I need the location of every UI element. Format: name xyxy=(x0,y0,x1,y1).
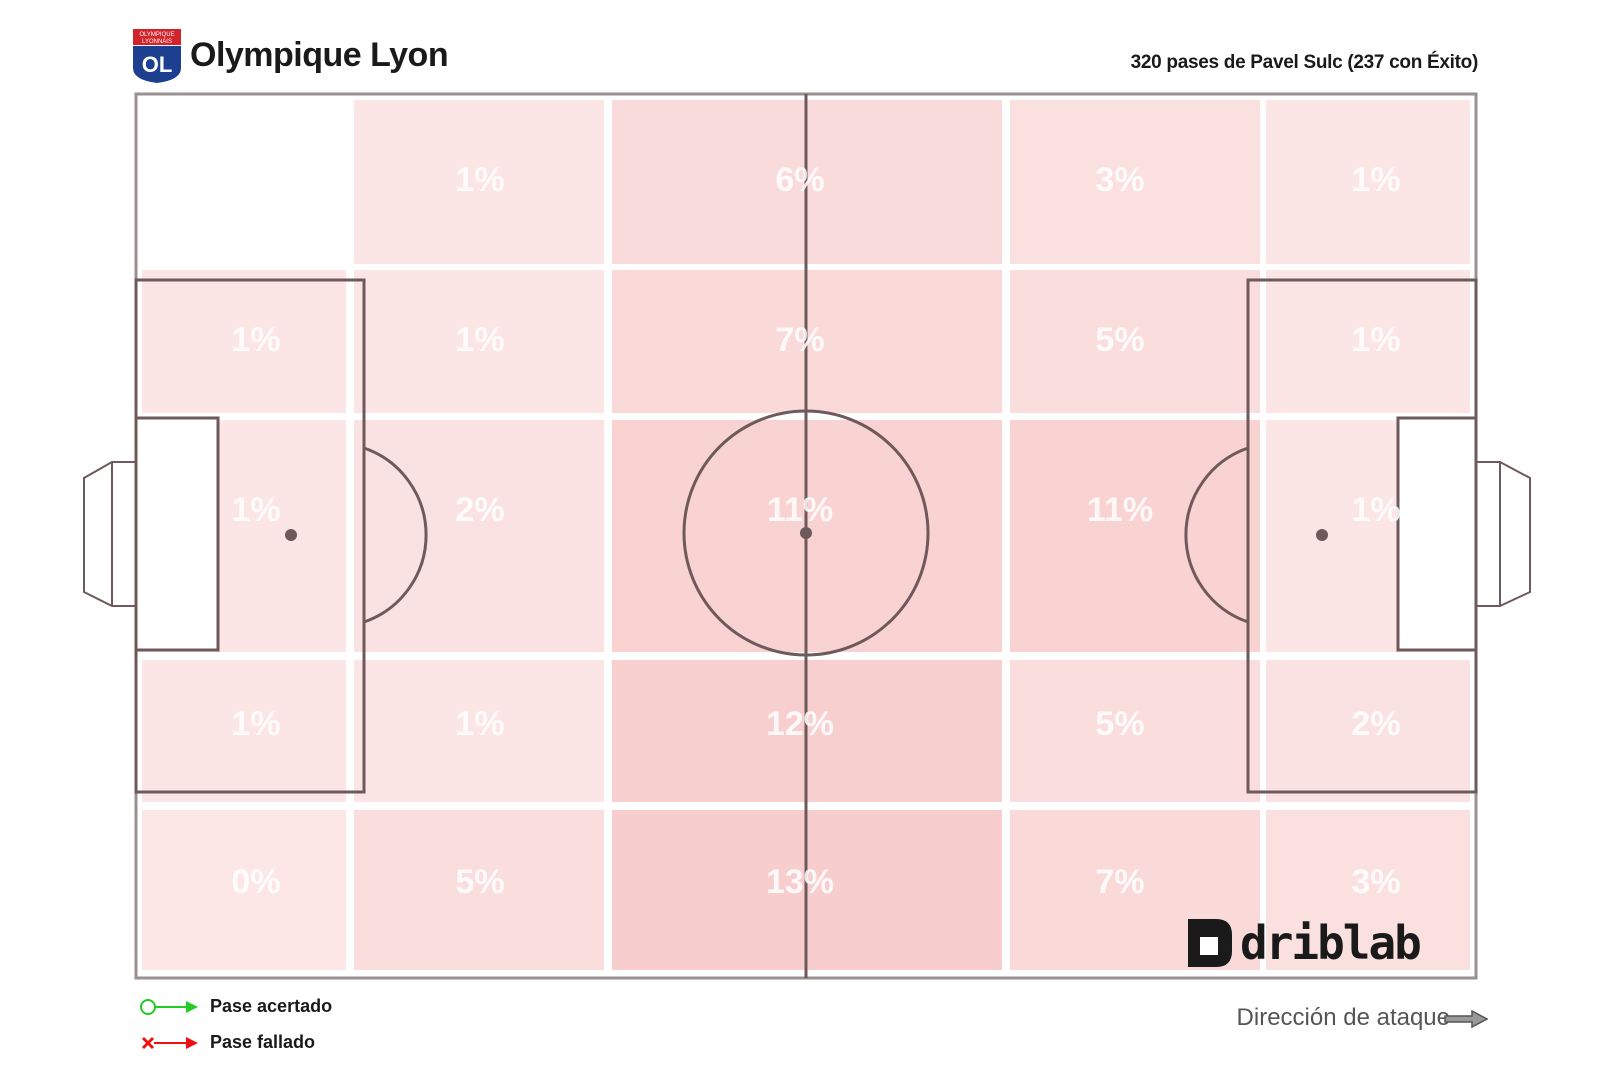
heatmap-cell xyxy=(142,810,346,970)
heatmap-label: 2% xyxy=(1351,705,1400,743)
heatmap-cell xyxy=(1010,270,1260,413)
heatmap-labels: 1% 6% 3% 1% 1% 1% 7% 5% 1% 1% 2% 11% 11% 1% 1% 1% 12% 5% 2… xyxy=(231,161,1400,901)
legend-fail: Pase fallado xyxy=(138,1032,315,1053)
heatmap-label: 13% xyxy=(766,863,834,901)
heatmap-cell xyxy=(1266,660,1470,802)
heatmap-label: 2% xyxy=(455,491,504,529)
heatmap-label: 7% xyxy=(1095,863,1144,901)
heatmap-label: 11% xyxy=(1087,491,1153,529)
right-goal-box xyxy=(1396,416,1478,652)
heatmap-label: 12% xyxy=(766,705,834,743)
right-penalty-spot xyxy=(1316,529,1328,541)
attack-direction-arrow-icon xyxy=(1444,1010,1488,1028)
left-goal-box xyxy=(134,416,220,652)
brand-name: driblab xyxy=(1240,916,1422,970)
badge-text-bottom: LYONNAIS xyxy=(142,39,172,45)
heatmap-cell xyxy=(1010,100,1260,264)
heatmap-cell xyxy=(142,660,346,802)
heatmap-cell xyxy=(1010,660,1260,802)
badge-letters: OL xyxy=(142,52,173,77)
heatmap-cell xyxy=(1266,810,1470,970)
heatmap-cell xyxy=(1266,270,1470,413)
heatmap-cell xyxy=(1266,100,1470,264)
success-arrow-icon xyxy=(140,998,198,1015)
heatmap-label: 7% xyxy=(775,321,824,359)
center-circle xyxy=(682,409,930,657)
heatmap-cell xyxy=(354,810,604,970)
heatmap-label: 0% xyxy=(231,863,280,901)
heatmap-label: 6% xyxy=(775,161,824,199)
heatmap-label: 1% xyxy=(1351,161,1400,199)
brand-icon xyxy=(1188,919,1232,967)
team-name: Olympique Lyon xyxy=(190,36,449,74)
brand-logo: driblab xyxy=(1186,916,1422,970)
badge-text-top: OLYMPIQUE xyxy=(139,32,174,38)
heatmap-label: 1% xyxy=(455,161,504,199)
legend-fail-label: Pase fallado xyxy=(210,1032,316,1052)
legend-success-label: Pase acertado xyxy=(210,996,333,1016)
heatmap-label: 1% xyxy=(231,321,280,359)
left-penalty-arc xyxy=(363,446,428,624)
left-penalty-spot xyxy=(285,529,297,541)
heatmap-label: 1% xyxy=(1351,491,1400,529)
heatmap-cell xyxy=(1010,420,1260,652)
heatmap-label: 1% xyxy=(231,491,280,529)
heatmap-cell xyxy=(142,270,346,413)
left-goal xyxy=(83,461,136,607)
right-penalty-arc xyxy=(1184,446,1249,624)
heatmap-label: 1% xyxy=(231,705,280,743)
heatmap-label: 5% xyxy=(1095,705,1144,743)
right-goal xyxy=(1476,461,1531,607)
legend-success: Pase acertado xyxy=(138,996,332,1017)
heatmap-cell xyxy=(354,270,604,413)
heatmap-cell xyxy=(354,660,604,802)
team-badge: OLYMPIQUE LYONNAIS OL xyxy=(133,29,181,83)
heatmap-label: 1% xyxy=(455,705,504,743)
heatmap-label: 11% xyxy=(767,491,833,529)
heatmap-cell xyxy=(354,100,604,264)
heatmap-label: 5% xyxy=(455,863,504,901)
fail-arrow-icon xyxy=(141,1036,198,1049)
heatmap-cell xyxy=(354,420,604,652)
heatmap-label: 3% xyxy=(1351,863,1400,901)
heatmap-label: 5% xyxy=(1095,321,1144,359)
heatmap-label: 1% xyxy=(1351,321,1400,359)
attack-direction-label: Dirección de ataque xyxy=(1236,1004,1450,1031)
chart-subtitle: 320 pases de Pavel Sulc (237 con Éxito) xyxy=(1130,52,1479,73)
pitch-lines xyxy=(83,92,1531,980)
heatmap-label: 3% xyxy=(1095,161,1144,199)
center-spot xyxy=(800,527,812,539)
heatmap-label: 1% xyxy=(455,321,504,359)
